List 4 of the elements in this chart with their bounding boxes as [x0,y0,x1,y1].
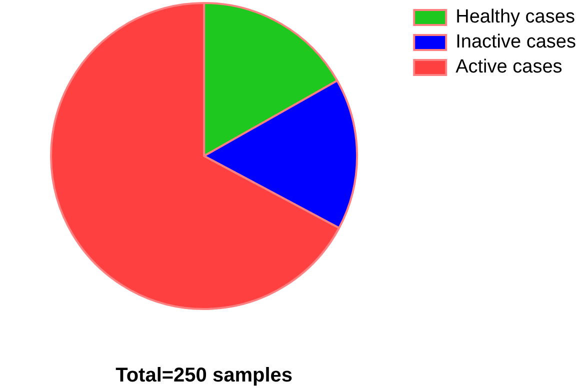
legend-label: Active cases [456,56,562,78]
legend-label: Healthy cases [456,6,575,28]
legend-label: Inactive cases [456,32,576,53]
text: Total=250 samples [116,364,293,387]
